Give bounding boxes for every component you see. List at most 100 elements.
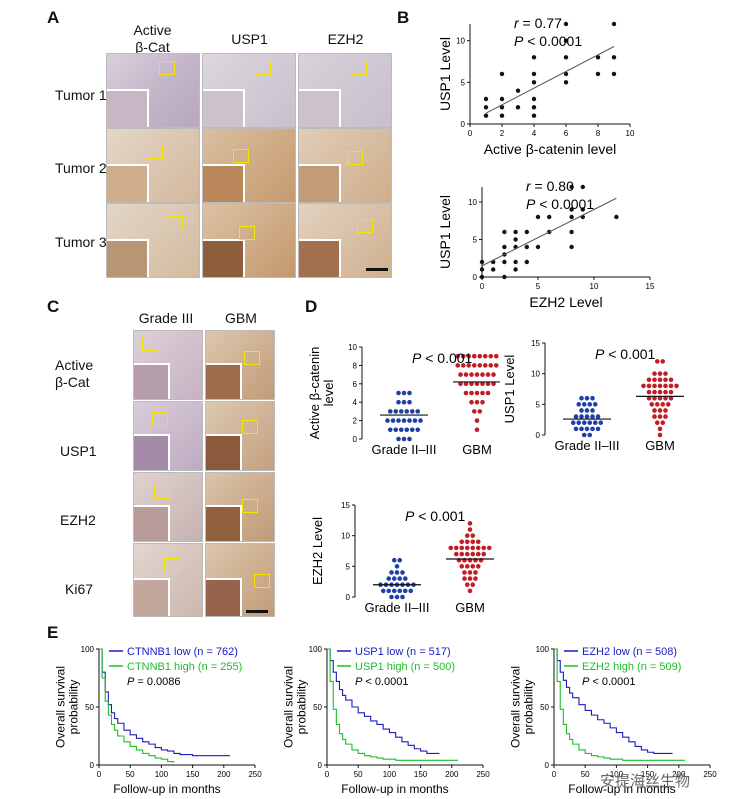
- B1-point: [499, 105, 505, 110]
- D2-dot-grade: [581, 402, 587, 407]
- B2-point: [580, 184, 585, 190]
- D2-dot-gbm: [641, 383, 646, 389]
- D3-dot-gbm: [467, 521, 473, 526]
- D3-dot-gbm: [481, 545, 487, 551]
- D2-dot-gbm: [657, 408, 663, 413]
- B2-point: [569, 229, 574, 235]
- chart-e2-km: 0 50 100 150 200 250 0 50 100 USP1 low (n = 517) U…: [283, 645, 490, 796]
- D3-dot-grade: [408, 588, 414, 594]
- D1-y-tick-label: 8: [353, 361, 358, 370]
- D1-dot-gbm: [474, 399, 480, 405]
- D3-dot-gbm: [470, 582, 476, 588]
- B2-point: [513, 237, 518, 242]
- D1-dot-gbm: [493, 353, 499, 359]
- D1-dot-gbm: [469, 372, 474, 377]
- D1-dot-gbm: [480, 399, 485, 405]
- D1-y-tick-label: 2: [353, 417, 358, 426]
- E2-legend-label: USP1 low (n = 517): [355, 646, 451, 658]
- B1-point: [563, 80, 569, 85]
- D2-dot-grade: [579, 408, 584, 413]
- D2-dot-gbm: [663, 377, 668, 383]
- D3-dot-grade: [397, 576, 403, 581]
- D3-dot-gbm: [453, 551, 459, 557]
- D2-dot-gbm: [663, 414, 668, 419]
- B1-point: [563, 55, 569, 60]
- D2-dot-gbm: [663, 408, 668, 413]
- D2-dot-gbm: [674, 383, 679, 389]
- D1-dot-gbm: [460, 363, 466, 368]
- B2-point: [524, 244, 529, 250]
- B1-ylabel: USP1 Level: [437, 37, 453, 111]
- D1-dot-grade: [404, 427, 410, 433]
- D2-dot-gbm: [663, 371, 668, 376]
- D1-dot-grade: [393, 409, 399, 414]
- D2-dot-gbm: [649, 402, 655, 407]
- B2-point: [491, 267, 496, 272]
- B1-fit-line: [485, 46, 615, 114]
- E2-y-tick-label: 50: [313, 703, 322, 712]
- row-label-active-beta-cat: Active β-Cat: [55, 357, 94, 390]
- D3-dot-gbm: [464, 582, 470, 588]
- B1-xlabel: Active β-catenin level: [484, 141, 617, 157]
- row-label-tumor-3: Tumor 3: [55, 234, 107, 250]
- D3-dot-grade: [402, 576, 408, 581]
- B2-point: [569, 184, 574, 190]
- D3-y-tick-label: 15: [341, 501, 350, 510]
- D1-dot-gbm: [466, 353, 472, 359]
- D1-dot-gbm: [482, 363, 488, 368]
- D1-dot-grade: [396, 399, 401, 405]
- D1-dot-grade: [393, 427, 399, 433]
- D2-dot-gbm: [657, 414, 663, 419]
- D1-p-value: P < 0.001: [412, 350, 473, 366]
- ihc-tile-tumor3-ezh2: [298, 203, 392, 278]
- D3-dot-gbm: [464, 533, 470, 538]
- row-label-ezh2: EZH2: [60, 512, 96, 528]
- E3-legend-label: EZH2 high (n = 509): [582, 661, 681, 673]
- E1-y-tick-label: 50: [85, 703, 94, 712]
- E2-ylabel: Overall survivalprobability: [283, 666, 309, 748]
- panel-letter-b: B: [397, 8, 410, 27]
- D2-dot-grade: [590, 408, 595, 413]
- B2-point: [569, 207, 574, 212]
- row-label-tumor-1: Tumor 1: [55, 87, 107, 103]
- E2-x-tick-label: 150: [414, 770, 428, 779]
- B2-point: [580, 207, 585, 212]
- B1-point: [595, 55, 601, 60]
- B1-point: [515, 105, 521, 110]
- B1-point: [563, 71, 569, 77]
- D2-dot-gbm: [665, 402, 671, 407]
- D2-p-value: P < 0.001: [595, 346, 656, 362]
- scale-bar-a: [366, 268, 388, 271]
- D2-dot-grade: [579, 395, 584, 401]
- D2-dot-grade: [584, 395, 590, 401]
- D2-dot-grade: [576, 420, 582, 426]
- B2-point: [524, 229, 529, 235]
- B2-point: [524, 259, 529, 265]
- B1-point: [483, 105, 489, 110]
- D1-dot-gbm: [458, 381, 463, 387]
- D1-y-tick-label: 4: [353, 398, 358, 407]
- B2-xlabel: EZH2 Level: [529, 294, 602, 310]
- ihc-tile-tumor2-usp1: [202, 128, 296, 203]
- E3-x-tick-label: 150: [641, 770, 655, 779]
- B2-y-tick-label: 0: [473, 273, 478, 282]
- E3-x-tick-label: 100: [610, 770, 624, 779]
- D1-category-label: GBM: [462, 442, 492, 457]
- D1-dot-gbm: [474, 372, 480, 377]
- D3-dot-gbm: [462, 570, 467, 575]
- D3-dot-gbm: [464, 545, 470, 551]
- B2-point: [569, 244, 574, 250]
- D1-dot-gbm: [460, 353, 466, 359]
- D2-dot-grade: [581, 432, 587, 438]
- D2-dot-grade: [587, 432, 593, 438]
- B1-y-tick-label: 10: [456, 37, 465, 46]
- ihc-tile-tumor1-ezh2: [298, 53, 392, 128]
- D3-dot-grade: [397, 557, 403, 563]
- D2-dot-gbm: [663, 389, 668, 395]
- D1-dot-gbm: [469, 399, 474, 405]
- D1-y-tick-label: 6: [353, 380, 358, 389]
- D2-dot-gbm: [660, 402, 666, 407]
- D1-dot-gbm: [458, 372, 463, 377]
- B1-point: [531, 71, 537, 77]
- D1-dot-gbm: [455, 363, 461, 368]
